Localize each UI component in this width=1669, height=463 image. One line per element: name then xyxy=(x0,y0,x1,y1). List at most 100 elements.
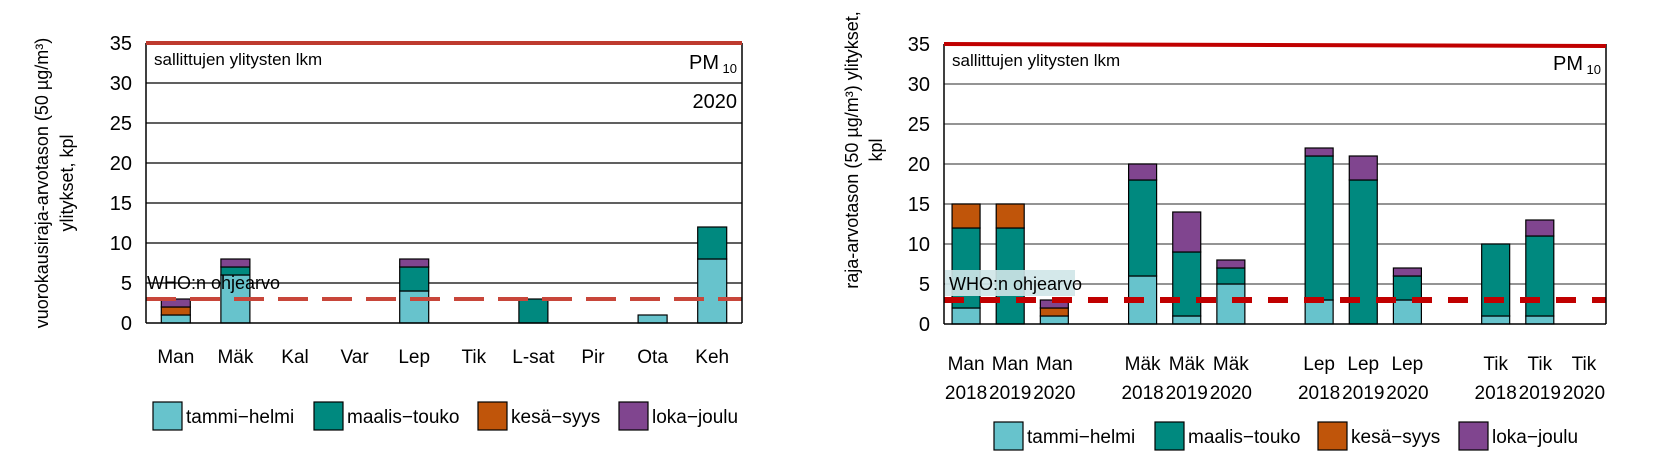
x-tick-label: 2018 xyxy=(1121,383,1163,404)
x-tick-label: 2019 xyxy=(1519,383,1561,404)
bar-segment-loka-joulu xyxy=(399,258,430,268)
bar-segment-tammi-helmi xyxy=(1304,299,1334,325)
bar-segment-kesä-syys xyxy=(1039,307,1069,317)
x-tick-label: 2019 xyxy=(1342,383,1384,404)
year-label: 2020 xyxy=(693,91,738,113)
legend-item-loka-joulu: loka−joulu xyxy=(618,401,738,431)
y-tick-label: 10 xyxy=(110,233,132,255)
x-tick-label: Pir xyxy=(581,347,605,368)
pollutant-subscript: 10 xyxy=(723,61,737,76)
legend-label: kesä−syys xyxy=(511,407,600,428)
legend-label: maalis−touko xyxy=(1188,427,1300,448)
x-tick-label: 2020 xyxy=(1386,383,1428,404)
who-guideline-label: WHO:n ohjearvo xyxy=(949,274,1082,294)
x-tick-label: Keh xyxy=(695,347,729,368)
y-tick-label: 30 xyxy=(908,74,930,96)
legend-label: tammi−helmi xyxy=(186,407,294,428)
legend-label: loka−joulu xyxy=(1492,427,1578,448)
bar-segment-tammi-helmi xyxy=(1392,299,1423,325)
bar-segment-maalis-touko xyxy=(1304,155,1334,301)
y-tick-label: 5 xyxy=(121,273,132,295)
x-tick-label: Man xyxy=(1036,354,1073,375)
bar-segment-loka-joulu xyxy=(1304,147,1334,157)
bar-segment-tammi-helmi xyxy=(399,290,430,324)
x-tick-label: 2020 xyxy=(1033,383,1075,404)
legend-item-tammi-helmi: tammi−helmi xyxy=(152,401,294,431)
x-tick-label: Mäk xyxy=(1169,354,1205,375)
y-tick-label: 10 xyxy=(908,234,930,256)
legend-swatch xyxy=(618,401,649,431)
bar-segment-tammi-helmi xyxy=(951,307,981,325)
chart-by-station-and-year: 0 5 10 15 20 25 30 35 raja-arvotason (50 µg/m³) … xyxy=(842,11,1607,451)
bar-segment-loka-joulu xyxy=(220,258,251,268)
bar-segment-tammi-helmi xyxy=(160,314,191,324)
x-tick-label: Ota xyxy=(637,347,668,368)
legend-item-maalis-touko: maalis−touko xyxy=(313,401,459,431)
y-tick-label: 25 xyxy=(908,114,930,136)
bar-segment-maalis-touko xyxy=(1481,243,1511,317)
bar-segment-maalis-touko xyxy=(518,298,549,324)
y-tick-label: 15 xyxy=(110,193,132,215)
bar-segment-loka-joulu xyxy=(1348,155,1378,181)
y-tick-label: 20 xyxy=(908,154,930,176)
bar-segment-tammi-helmi xyxy=(697,258,728,324)
legend-label: tammi−helmi xyxy=(1027,427,1135,448)
x-tick-label: 2018 xyxy=(1298,383,1340,404)
legend-item-maalis-touko: maalis−touko xyxy=(1154,421,1300,451)
pollutant-label: PM xyxy=(689,52,719,74)
y-tick-label: 30 xyxy=(110,73,132,95)
y-tick-label: 25 xyxy=(110,113,132,135)
bar-segment-tammi-helmi xyxy=(1481,315,1511,325)
x-tick-label: Tik xyxy=(461,347,486,368)
y-tick-label: 15 xyxy=(908,194,930,216)
pollutant-label: PM xyxy=(1553,53,1583,75)
x-tick-label: Tik xyxy=(1572,354,1597,375)
x-tick-label: 2020 xyxy=(1210,383,1252,404)
legend-swatch xyxy=(1317,421,1348,451)
legend-swatch xyxy=(993,421,1024,451)
who-guideline-label: WHO:n ohjearvo xyxy=(147,273,280,293)
legend-swatch xyxy=(477,401,508,431)
bar-segment-tammi-helmi xyxy=(637,314,668,324)
x-tick-label: Tik xyxy=(1483,354,1508,375)
bar-segment-tammi-helmi xyxy=(1039,315,1069,325)
limit-label: sallittujen ylitysten lkm xyxy=(154,50,322,69)
x-tick-label: Var xyxy=(341,347,370,368)
x-tick-label: Tik xyxy=(1527,354,1552,375)
bar-segment-maalis-touko xyxy=(1216,267,1246,285)
x-tick-label: L-sat xyxy=(512,347,555,368)
pollutant-subscript: 10 xyxy=(1587,62,1601,77)
y-tick-label: 0 xyxy=(919,314,930,336)
bar-segment-maalis-touko xyxy=(1392,275,1423,301)
legend-item-tammi-helmi: tammi−helmi xyxy=(993,421,1135,451)
y-tick-label: 5 xyxy=(919,274,930,296)
y-axis-title: kpl xyxy=(866,138,886,161)
x-tick-label: 2019 xyxy=(989,383,1031,404)
legend-swatch xyxy=(1154,421,1185,451)
bar-segment-kesä-syys xyxy=(995,203,1025,229)
legend-item-kesä-syys: kesä−syys xyxy=(1317,421,1440,451)
bar-segment-tammi-helmi xyxy=(1525,315,1555,325)
x-tick-label: Mäk xyxy=(1213,354,1249,375)
who-label-background xyxy=(945,270,1075,296)
x-tick-label: Lep xyxy=(1303,354,1335,375)
limit-label: sallittujen ylitysten lkm xyxy=(952,51,1120,70)
legend-item-kesä-syys: kesä−syys xyxy=(477,401,600,431)
bar-segment-maalis-touko xyxy=(1525,235,1555,317)
bar-segment-maalis-touko xyxy=(399,266,430,292)
y-tick-label: 0 xyxy=(121,313,132,335)
bar-segment-kesä-syys xyxy=(160,306,191,316)
x-tick-label: 2018 xyxy=(945,383,987,404)
bar-segment-maalis-touko xyxy=(1172,251,1202,317)
y-tick-label: 35 xyxy=(908,34,930,56)
legend-swatch xyxy=(313,401,344,431)
bar-segment-loka-joulu xyxy=(1525,219,1555,237)
x-tick-label: Lep xyxy=(398,347,430,368)
limit-line xyxy=(943,42,1607,48)
legend-swatch xyxy=(1458,421,1489,451)
bar-segment-kesä-syys xyxy=(951,203,981,229)
x-tick-label: Man xyxy=(992,354,1029,375)
bar-segment-loka-joulu xyxy=(1392,267,1423,277)
legend-swatch xyxy=(152,401,183,431)
bar-segment-loka-joulu xyxy=(1216,259,1246,269)
